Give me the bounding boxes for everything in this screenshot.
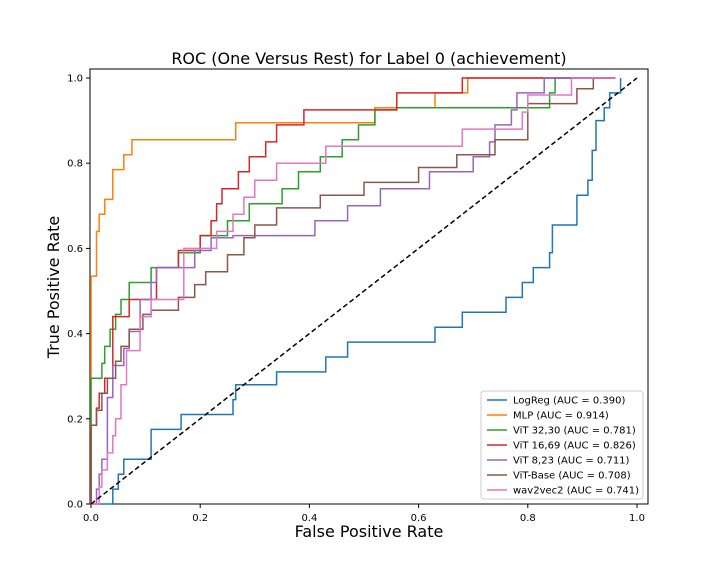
- legend-label: LogReg (AUC = 0.390): [513, 396, 625, 407]
- diagonal-reference-line: [90, 77, 638, 505]
- y-tick-label: 0.2: [67, 414, 83, 425]
- legend-label: ViT 32,30 (AUC = 0.781): [513, 426, 636, 437]
- plot-frame: [89, 68, 649, 505]
- x-tick-label: 0.2: [192, 513, 208, 524]
- y-tick-label: 0.6: [67, 244, 83, 255]
- series-line-6: [91, 77, 616, 505]
- x-axis-ticks: 0.0 0.2 0.4 0.6 0.8 1.0: [83, 504, 645, 524]
- legend-label: ViT-Base (AUC = 0.708): [513, 471, 631, 482]
- x-axis-label: False Positive Rate: [295, 522, 444, 541]
- y-tick-label: 1.0: [67, 74, 83, 85]
- series-line-1: [90, 77, 616, 504]
- y-tick-label: 0.4: [67, 329, 83, 340]
- y-axis-label: True Positive Rate: [44, 216, 63, 360]
- series-line-4: [91, 77, 616, 505]
- y-tick-label: 0.8: [67, 159, 83, 170]
- x-tick-label: 0.4: [301, 513, 317, 524]
- series-line-5: [90, 77, 616, 504]
- x-tick-label: 0.6: [411, 513, 427, 524]
- legend-label: ViT 16,69 (AUC = 0.826): [513, 441, 636, 452]
- y-tick-label: 0.0: [67, 500, 83, 511]
- series-line-3: [90, 77, 616, 504]
- legend-label: MLP (AUC = 0.914): [513, 411, 609, 422]
- x-tick-label: 0.8: [520, 513, 536, 524]
- plot-lines: [90, 77, 638, 505]
- legend: LogReg (AUC = 0.390) MLP (AUC = 0.914) ViT…: [480, 390, 644, 500]
- legend-items: LogReg (AUC = 0.390) MLP (AUC = 0.914) ViT…: [487, 396, 639, 497]
- chart-title: ROC (One Versus Rest) for Label 0 (achie…: [171, 49, 566, 68]
- legend-label: wav2vec2 (AUC = 0.741): [513, 486, 639, 497]
- y-axis-ticks: 0.0 0.2 0.4 0.6 0.8 1.0: [67, 74, 90, 511]
- legend-label: ViT 8,23 (AUC = 0.711): [513, 456, 630, 467]
- x-tick-label: 1.0: [629, 513, 645, 524]
- series-line-0: [91, 78, 622, 505]
- x-tick-label: 0.0: [83, 513, 99, 524]
- legend-box: [480, 390, 644, 500]
